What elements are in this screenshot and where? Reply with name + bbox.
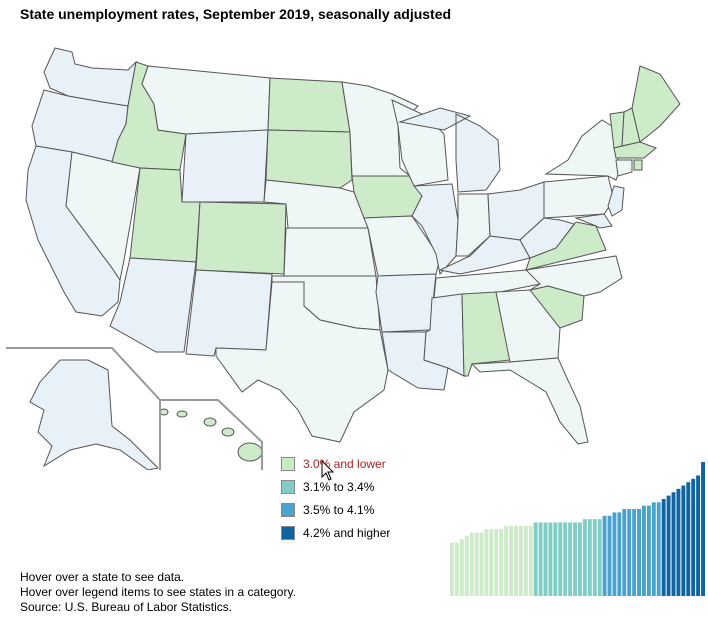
rate-bar [568,522,573,596]
rate-bar [701,462,705,596]
rate-bar [617,512,622,596]
rate-bar [533,522,538,596]
notes: Hover over a state to see data. Hover ov… [20,570,296,615]
note-hover-state: Hover over a state to see data. [20,570,185,584]
state-iowa[interactable] [351,175,423,219]
inset-divider-hawaii [160,399,263,470]
state-colorado[interactable] [195,201,287,275]
state-new-jersey[interactable] [607,185,625,217]
state-maine[interactable] [631,65,681,143]
rate-bar [676,488,681,596]
rate-bar [582,519,587,596]
rate-bar [469,532,474,596]
legend-swatch [281,526,295,540]
mouse-cursor-icon [321,460,335,481]
rate-bar [459,539,464,596]
rate-bar [592,519,597,596]
inset-divider-alaska [6,347,161,470]
rate-bar [499,529,504,596]
state-new-york[interactable] [544,119,621,181]
state-connecticut[interactable] [615,159,633,177]
state-illinois[interactable] [411,183,459,276]
state-arizona[interactable] [109,257,197,353]
rate-bar [651,502,656,596]
us-state-map[interactable] [0,30,708,470]
rate-bar [489,529,494,596]
rate-bar [666,495,671,596]
state-texas[interactable] [215,281,389,443]
state-north-carolina[interactable] [524,255,623,297]
state-new-mexico[interactable] [185,269,273,357]
state-florida[interactable] [470,357,589,445]
rate-bar [464,535,469,596]
state-michigan[interactable] [398,107,501,193]
rate-bar [523,525,528,596]
rate-bar [686,482,691,596]
rate-bar [514,525,518,596]
rate-bar [578,522,582,596]
rate-bar [543,522,548,596]
rate-bar [681,485,686,596]
rate-bar [450,542,454,596]
legend-label: 3.0% and lower [303,457,386,471]
legend-label: 4.2% and higher [303,526,391,540]
rate-bar [573,522,577,596]
rate-bar [691,478,696,596]
rate-bar [696,475,701,596]
rates-distribution-bars [450,462,705,596]
rate-bar [627,509,632,596]
rate-bar [632,509,637,596]
rate-bar [484,529,489,596]
rate-bar [597,519,602,596]
legend-item-mid-low[interactable]: 3.1% to 3.4% [281,479,374,495]
rate-bar [602,515,607,596]
rate-bar [494,529,499,596]
state-wyoming[interactable] [181,129,269,203]
rate-bar [646,505,651,596]
state-south-dakota[interactable] [265,129,353,189]
rate-bar [558,522,563,596]
rate-bar [671,492,676,596]
legend-item-mid-high[interactable]: 3.5% to 4.1% [281,502,374,518]
rate-bar [479,532,484,596]
rate-bar [622,509,627,596]
state-arkansas[interactable] [375,273,437,333]
rate-bar [563,522,568,596]
rate-bar [538,522,543,596]
rate-bar [656,502,661,596]
note-hover-legend: Hover over legend items to see states in… [20,585,296,599]
state-maryland[interactable] [574,213,613,229]
legend-swatch [281,457,295,471]
note-source: Source: U.S. Bureau of Labor Statistics. [20,600,233,614]
rate-bar [509,525,513,596]
rate-bar [587,519,592,596]
state-kansas[interactable] [283,227,377,277]
rate-bar [528,525,533,596]
state-north-dakota[interactable] [267,77,351,133]
state-rhode-island[interactable] [633,159,643,171]
state-massachusetts[interactable] [613,141,657,159]
rate-bar [548,522,553,596]
state-pennsylvania[interactable] [543,175,615,219]
rate-bar [474,532,479,596]
rate-bar [553,522,558,596]
rate-bar [661,498,666,596]
rate-bar [637,509,641,596]
rate-bar [642,505,646,596]
legend-label: 3.5% to 4.1% [303,503,375,517]
legend-swatch [281,480,295,494]
page-title: State unemployment rates, September 2019… [20,6,452,22]
rate-bar [504,525,509,596]
state-hawaii[interactable] [159,408,263,462]
rate-bar [612,512,617,596]
rate-bar [518,525,523,596]
state-montana[interactable] [141,65,271,135]
legend-label: 3.1% to 3.4% [303,480,375,494]
legend-swatch [281,503,295,517]
state-alaska[interactable] [29,359,160,470]
rate-bar [454,542,459,596]
rate-bar [607,515,612,596]
legend-item-high[interactable]: 4.2% and higher [281,525,390,541]
